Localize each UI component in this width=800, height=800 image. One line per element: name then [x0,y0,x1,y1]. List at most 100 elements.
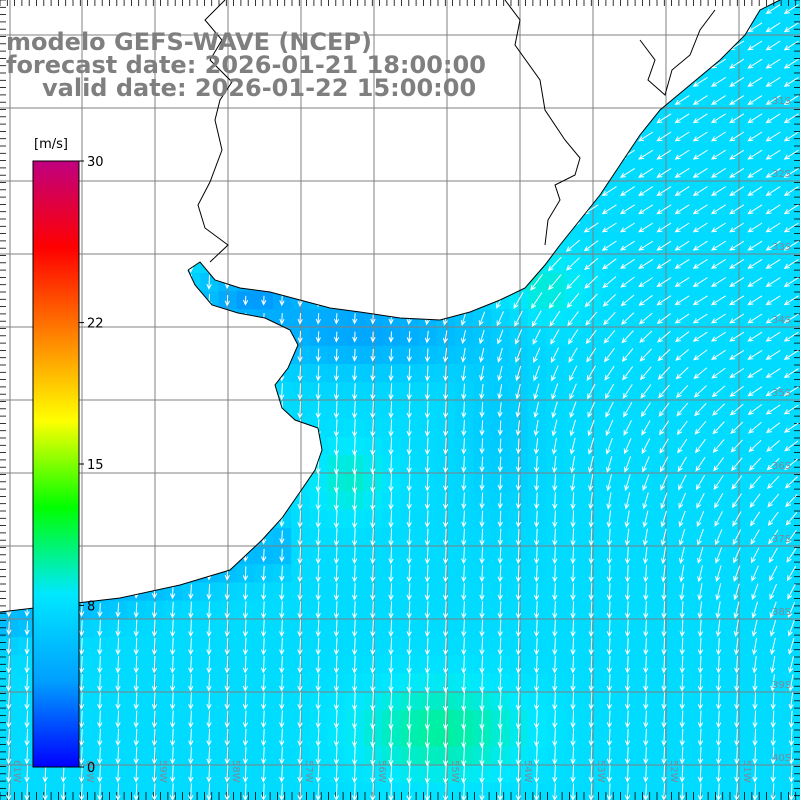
wind-cell [527,254,547,274]
wind-arrow [783,240,799,251]
wind-arrow [479,619,485,638]
wind-cell [345,182,365,201]
wind-arrow [660,474,668,491]
wind-arrow [406,510,412,529]
wind-arrow [115,255,121,274]
wind-arrow [206,437,212,456]
wind-arrow [713,475,724,490]
wind-arrow [315,219,321,237]
wind-arrow [423,237,432,255]
wind-cell [364,127,383,147]
wind-arrow [678,474,687,491]
wind-cell [200,236,219,256]
wind-arrow [552,619,558,638]
wind-arrow [315,510,321,529]
wind-arrow [386,147,397,163]
wind-cell [673,0,693,19]
wind-arrow [351,746,358,766]
wind-arrow [115,585,121,599]
wind-arrow [170,528,176,546]
wind-cell [236,254,256,274]
wind-arrow [115,364,121,383]
wind-cell [473,254,492,274]
wind-arrow [261,276,267,289]
wind-cell [273,436,292,456]
wind-cell [600,54,620,74]
wind-arrow [369,201,377,218]
wind-arrow [188,364,194,383]
wind-arrow [206,710,212,729]
wind-arrow [786,547,797,563]
wind-cell [127,254,147,274]
wind-arrow [206,473,212,492]
wind-arrow [206,583,212,600]
wind-cell [236,491,256,511]
wind-arrow [206,692,212,710]
wind-arrow [406,745,412,767]
wind-arrow [97,237,103,255]
wind-arrow [710,113,726,124]
wind-arrow [115,492,121,510]
wind-arrow [552,583,558,601]
wind-cell [182,218,201,238]
wind-arrow [297,255,303,273]
wind-arrow [351,528,358,547]
wind-arrow [333,546,340,565]
wind-arrow [442,492,449,510]
wind-arrow [370,745,376,766]
wind-arrow [656,258,672,269]
wind-arrow [24,473,30,492]
wind-arrow [97,437,103,456]
colorbar-tick-label: 22 [87,317,104,332]
wind-arrow [461,782,467,800]
wind-cell [309,127,329,147]
wind-cell [109,182,128,201]
wind-cell [382,163,401,183]
wind-arrow [315,473,321,493]
wind-arrow [479,438,485,455]
wind-arrow [115,200,121,219]
wind-arrow [388,726,394,749]
wind-arrow [151,310,158,328]
wind-arrow [151,619,158,638]
wind-arrow [752,692,758,710]
wind-cell [436,218,456,238]
wind-arrow [406,274,412,291]
wind-arrow [315,237,321,255]
wind-cell [182,473,201,492]
lat-label: 37S [772,534,791,545]
wind-arrow [679,637,685,656]
wind-arrow [424,528,431,547]
wind-arrow [497,673,503,693]
wind-arrow [188,200,194,219]
wind-arrow [297,765,303,783]
wind-arrow [479,546,485,565]
wind-cell [491,36,511,56]
wind-arrow [279,746,285,765]
wind-arrow [424,764,430,784]
wind-cell [527,0,547,19]
wind-arrow [551,401,558,419]
valid-date: valid date: 2026-01-22 15:00:00 [42,74,477,102]
wind-arrow [6,621,12,636]
wind-arrow [151,528,158,547]
wind-cell [109,400,128,420]
wind-cell [236,200,256,219]
wind-arrow [297,365,303,382]
wind-arrow [494,256,506,273]
wind-arrow [587,455,594,474]
wind-arrow [460,293,467,309]
wind-cell [327,163,347,183]
wind-arrow [188,692,194,710]
wind-arrow [260,200,267,219]
wind-arrow [710,331,726,342]
wind-cell [364,109,383,128]
wind-arrow [297,455,303,474]
wind-arrow [437,40,453,51]
wind-arrow [133,765,139,783]
wind-cell [491,54,511,74]
wind-arrow [24,255,30,274]
wind-arrow [224,455,230,474]
wind-arrow [351,237,357,255]
wind-arrow [674,95,690,106]
